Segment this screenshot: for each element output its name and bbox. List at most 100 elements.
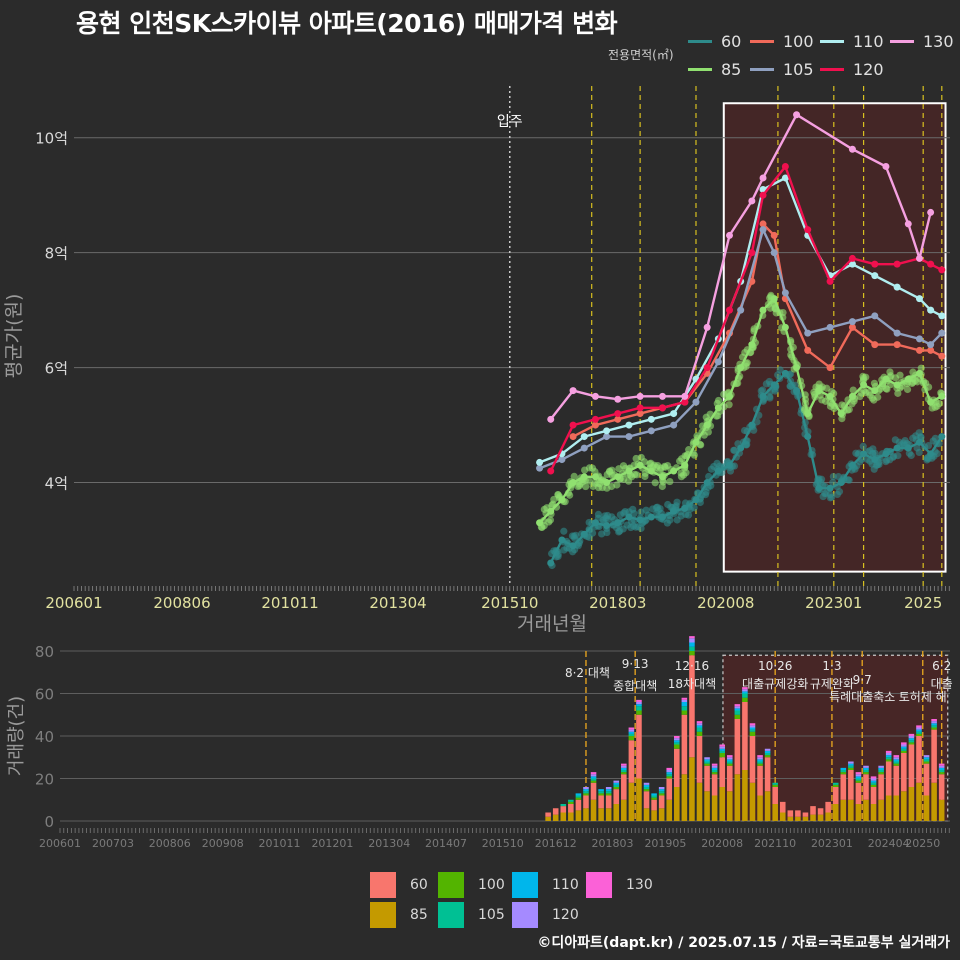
- series-point-60: [547, 559, 555, 567]
- scatter-point-60: [859, 442, 867, 450]
- scatter-point-85: [903, 385, 912, 394]
- series-point-110: [603, 427, 611, 435]
- series-point-105: [770, 249, 778, 257]
- bar-segment-120: [726, 757, 733, 760]
- bar-segment-110: [689, 642, 695, 647]
- bar-segment-120: [666, 770, 673, 773]
- scatter-point-85: [540, 505, 548, 513]
- series-point-130: [591, 392, 599, 400]
- series-point-100: [636, 410, 644, 418]
- scatter-point-60: [576, 537, 584, 545]
- bar-segment-105: [757, 761, 763, 764]
- scatter-point-60: [594, 510, 603, 518]
- bar-segment-130: [621, 763, 627, 766]
- bar-segment-85: [636, 778, 642, 821]
- series-point-85: [625, 467, 633, 475]
- bar-segment-60: [704, 765, 710, 792]
- bar-segment-85: [825, 812, 831, 821]
- y-tick-label: 6억: [45, 360, 68, 378]
- series-point-130: [915, 254, 923, 262]
- bar-segment-60: [643, 791, 650, 809]
- legend-label: 110: [853, 32, 884, 51]
- series-point-60: [647, 513, 655, 521]
- bar-segment-60: [825, 801, 831, 813]
- x-tick-label-bottom: 202110: [754, 837, 796, 850]
- series-point-85: [915, 369, 923, 377]
- bar-segment-60: [613, 789, 620, 804]
- bar-segment-105: [878, 770, 884, 773]
- bar-segment-110: [878, 767, 884, 770]
- series-point-130: [726, 231, 734, 239]
- bar-segment-105: [885, 757, 892, 760]
- bar-segment-105: [643, 787, 650, 790]
- bar-segment-105: [848, 765, 854, 768]
- bar-segment-60: [764, 757, 771, 792]
- bar-segment-85: [916, 782, 922, 821]
- bar-segment-100: [651, 797, 657, 800]
- bar-segment-105: [689, 646, 695, 651]
- bar-segment-100: [704, 763, 710, 766]
- bar-segment-120: [628, 729, 635, 732]
- bar-segment-60: [787, 810, 794, 817]
- scatter-point-85: [570, 472, 578, 480]
- scatter-point-60: [852, 449, 860, 457]
- bar-segment-110: [658, 789, 665, 792]
- series-point-120: [781, 162, 789, 170]
- series-point-85: [848, 392, 856, 400]
- scatter-point-85: [633, 471, 641, 479]
- bar-segment-110: [719, 748, 725, 751]
- scatter-point-60: [913, 444, 921, 452]
- bar-segment-120: [893, 757, 900, 760]
- series-point-85: [658, 473, 666, 481]
- bar-segment-105: [696, 727, 703, 732]
- scatter-point-60: [833, 490, 841, 499]
- bar-segment-130: [719, 744, 725, 747]
- bar-segment-130: [734, 704, 741, 707]
- legend-bottom-item-85: 85: [370, 902, 428, 928]
- legend-label: 130: [923, 32, 954, 51]
- x-tick-label: 201510: [481, 594, 538, 612]
- bar-segment-105: [719, 750, 725, 753]
- bar-segment-120: [848, 761, 854, 764]
- bar-segment-105: [749, 729, 756, 732]
- series-point-60: [893, 444, 901, 452]
- bar-segment-100: [764, 755, 771, 758]
- bar-segment-105: [575, 795, 582, 798]
- bar-segment-85: [590, 799, 597, 821]
- scatter-point-85: [856, 392, 864, 401]
- bar-segment-120: [704, 757, 710, 760]
- legend-item-100: 100: [750, 32, 814, 51]
- bar-segment-85: [575, 810, 582, 821]
- series-point-85: [569, 479, 577, 487]
- bar-segment-85: [908, 787, 915, 821]
- bar-segment-110: [742, 691, 748, 694]
- bar-segment-105: [681, 706, 688, 711]
- series-point-105: [893, 329, 901, 337]
- bar-segment-100: [908, 742, 915, 745]
- bar-segment-60: [916, 736, 922, 783]
- bar-segment-60: [575, 799, 582, 811]
- series-point-100: [938, 352, 946, 360]
- bar-segment-120: [901, 744, 907, 747]
- bar-segment-85: [863, 799, 869, 821]
- bar-segment-60: [772, 787, 778, 804]
- bar-segment-100: [613, 787, 620, 790]
- y-axis-title-bottom: 거래량(건): [6, 696, 27, 776]
- bar-segment-120: [734, 706, 741, 709]
- policy-label: 토허제 해: [899, 690, 947, 704]
- bar-segment-60: [674, 748, 680, 787]
- series-point-60: [569, 542, 577, 550]
- bar-segment-100: [628, 736, 635, 741]
- y-tick-label: 4억: [45, 475, 68, 493]
- series-point-85: [871, 387, 879, 395]
- bar-segment-100: [711, 772, 718, 775]
- bar-segment-130: [636, 699, 642, 702]
- bar-segment-85: [742, 770, 748, 821]
- bar-segment-100: [605, 793, 612, 796]
- bar-segment-110: [840, 767, 847, 770]
- policy-label: 1·3: [822, 659, 841, 673]
- bar-segment-85: [545, 816, 551, 821]
- bar-segment-110: [696, 725, 703, 728]
- bar-segment-105: [772, 782, 778, 785]
- bar-segment-100: [870, 784, 877, 787]
